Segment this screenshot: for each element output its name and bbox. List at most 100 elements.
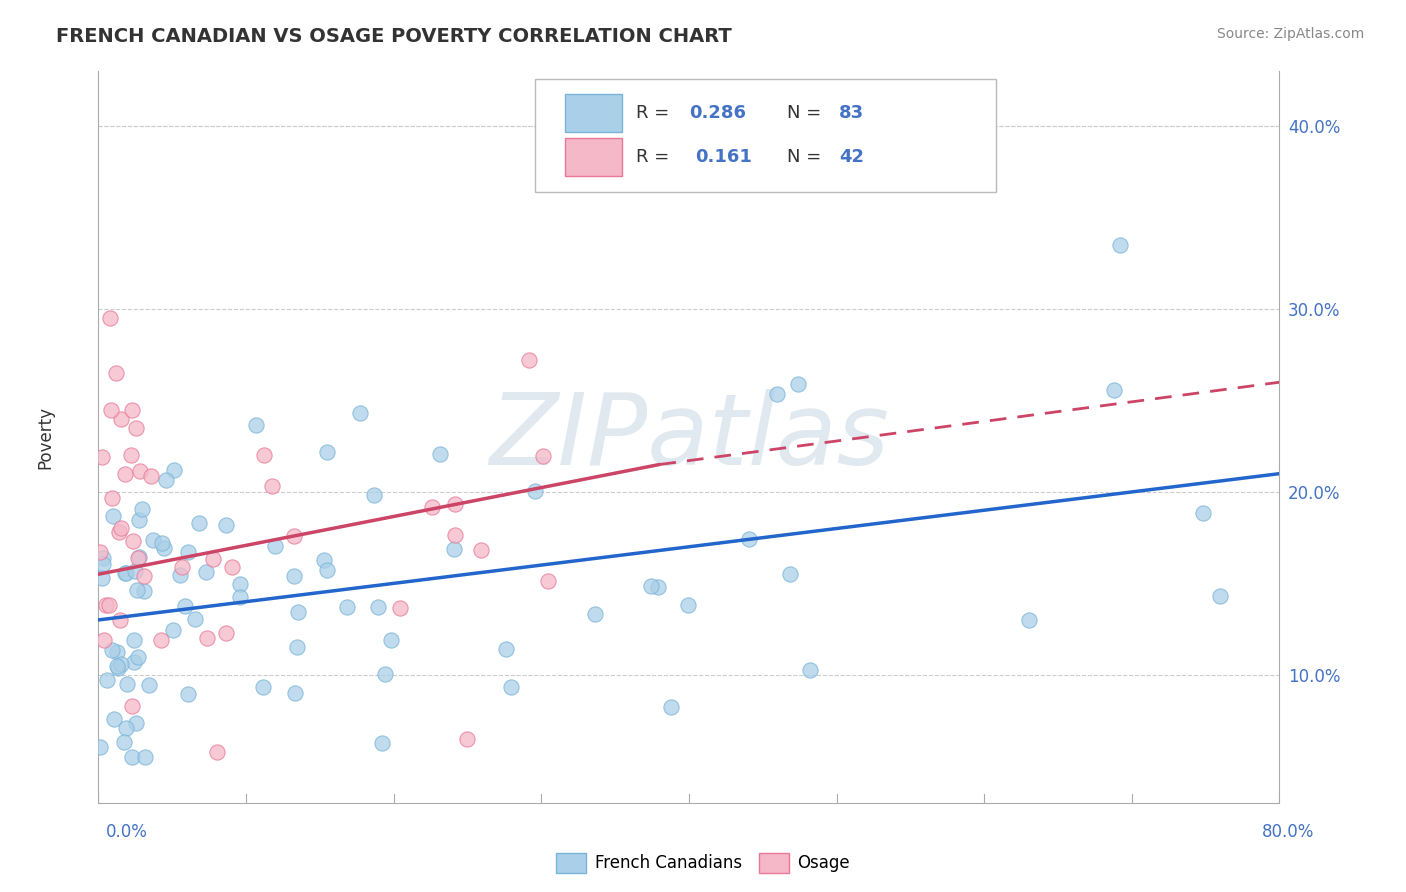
Point xyxy=(170,560,193,574)
Point xyxy=(188,516,211,530)
Text: 0.161: 0.161 xyxy=(695,148,752,166)
Point xyxy=(1018,613,1040,627)
Point xyxy=(676,598,699,612)
Point xyxy=(101,509,124,524)
Point xyxy=(91,571,114,585)
Point xyxy=(661,699,683,714)
Point xyxy=(214,518,236,533)
Point xyxy=(380,632,402,647)
Text: N =: N = xyxy=(787,148,827,166)
Text: 42: 42 xyxy=(839,148,863,166)
Point xyxy=(131,502,153,516)
Point xyxy=(114,467,136,481)
Point xyxy=(177,544,200,558)
Point xyxy=(127,551,149,566)
Point xyxy=(264,539,287,553)
Point xyxy=(1192,506,1215,520)
Point xyxy=(125,582,148,597)
Point xyxy=(121,750,143,764)
Point xyxy=(89,739,111,754)
Point xyxy=(183,612,205,626)
Bar xyxy=(565,94,621,132)
Text: 83: 83 xyxy=(839,104,865,122)
Point xyxy=(388,601,411,615)
Point xyxy=(283,529,305,543)
Point xyxy=(194,565,217,579)
Point xyxy=(195,631,218,645)
Point xyxy=(91,450,114,465)
Bar xyxy=(565,138,621,176)
Point xyxy=(374,667,396,681)
Point xyxy=(443,541,465,556)
Point xyxy=(96,673,118,688)
Point xyxy=(444,497,467,511)
Point xyxy=(128,513,150,527)
Point xyxy=(316,444,339,458)
Point xyxy=(336,600,359,615)
Point xyxy=(202,552,225,566)
Point xyxy=(738,532,761,546)
Point xyxy=(114,566,136,580)
Point xyxy=(100,403,122,417)
Point xyxy=(537,574,560,588)
Point xyxy=(470,543,492,558)
Point xyxy=(112,734,135,748)
Text: FRENCH CANADIAN VS OSAGE POVERTY CORRELATION CHART: FRENCH CANADIAN VS OSAGE POVERTY CORRELA… xyxy=(56,27,733,45)
Point xyxy=(124,716,146,731)
Point xyxy=(429,447,451,461)
Point xyxy=(640,579,662,593)
Point xyxy=(89,545,111,559)
Point xyxy=(134,750,156,764)
Point xyxy=(443,527,465,541)
Point xyxy=(283,568,305,582)
Point xyxy=(285,640,308,654)
Point xyxy=(115,721,138,735)
Point xyxy=(103,712,125,726)
Point xyxy=(134,569,156,583)
Point xyxy=(150,633,173,648)
Text: R =: R = xyxy=(636,148,681,166)
Point xyxy=(531,449,554,463)
Point xyxy=(1102,384,1125,398)
Point xyxy=(132,584,155,599)
Point xyxy=(122,655,145,669)
Point xyxy=(150,536,173,550)
Point xyxy=(363,488,385,502)
Point xyxy=(787,377,810,392)
Point xyxy=(162,623,184,637)
Text: Source: ZipAtlas.com: Source: ZipAtlas.com xyxy=(1216,27,1364,41)
Point xyxy=(98,311,121,326)
Point xyxy=(253,448,276,462)
Point xyxy=(105,645,128,659)
Point xyxy=(287,605,309,619)
Point xyxy=(245,418,267,433)
Point xyxy=(517,353,540,368)
Text: Poverty: Poverty xyxy=(37,406,55,468)
Point xyxy=(128,464,150,478)
Point xyxy=(120,448,142,462)
Point xyxy=(141,468,163,483)
Point xyxy=(495,642,517,657)
Point xyxy=(122,632,145,647)
Point xyxy=(367,599,389,614)
Point xyxy=(370,736,392,750)
Point xyxy=(583,607,606,622)
Point xyxy=(110,657,132,672)
Point xyxy=(312,552,335,566)
Point xyxy=(457,731,479,746)
Legend: French Canadians, Osage: French Canadians, Osage xyxy=(550,847,856,880)
Point xyxy=(779,567,801,582)
Point xyxy=(107,660,129,674)
Text: 80.0%: 80.0% xyxy=(1263,822,1315,840)
Point xyxy=(107,659,129,673)
Point xyxy=(121,403,143,417)
Point xyxy=(124,564,146,578)
Point xyxy=(91,557,114,571)
Point xyxy=(138,678,160,692)
Text: 0.286: 0.286 xyxy=(689,104,747,122)
Point xyxy=(420,500,443,514)
Text: 0.0%: 0.0% xyxy=(105,822,148,840)
Point xyxy=(229,590,252,604)
Point xyxy=(173,599,195,613)
Point xyxy=(155,474,177,488)
